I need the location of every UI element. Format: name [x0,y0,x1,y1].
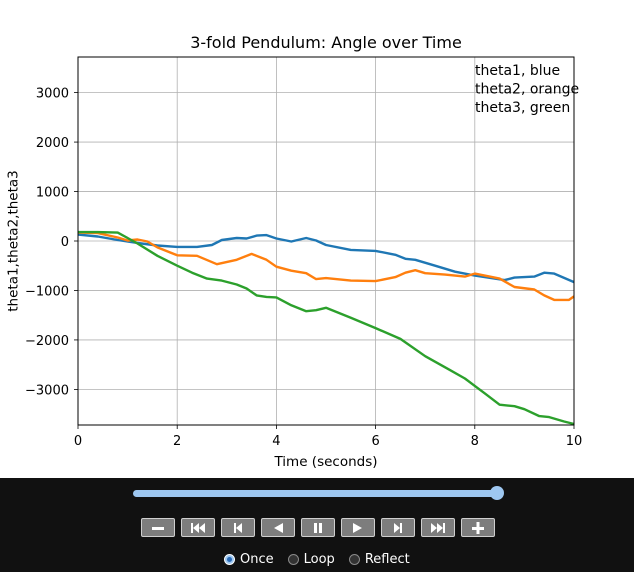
step-forward-icon [394,522,402,533]
pause-icon [314,522,322,533]
minus-icon [152,526,164,530]
legend-entry-theta1: theta1, blue [475,63,560,79]
skip-to-start-icon [191,522,205,533]
legend-entry-theta2: theta2, orange [475,82,579,98]
increase-speed-button[interactable] [461,518,495,537]
play-reverse-button[interactable] [261,518,295,537]
x-axis-label: Time (seconds) [273,454,377,470]
x-tick-label: 2 [173,434,181,449]
step-back-button[interactable] [221,518,255,537]
radio-reflect[interactable] [348,553,360,565]
x-tick-label: 0 [74,434,82,449]
step-forward-button[interactable] [381,518,415,537]
y-tick-label: 2000 [36,136,69,151]
y-tick-label: 3000 [36,87,69,102]
y-axis-label: theta1,theta2,theta3 [6,170,22,312]
legend-entry-theta3: theta3, green [475,100,570,116]
mode-loop-label: Loop [303,551,335,567]
y-tick-label: 0 [61,235,69,250]
mode-once[interactable]: Once [224,552,274,567]
skip-to-end-button[interactable] [421,518,455,537]
line-chart: 0 2 4 6 8 10 −3000 −2000 −1000 0 1000 2000 3000 3-fo… [5,33,583,470]
chart-figure: 0 2 4 6 8 10 −3000 −2000 −1000 0 1000 2000 3000 3-fo… [5,33,583,470]
loop-mode-selector: Once Loop Reflect [224,551,424,567]
play-icon [353,522,362,533]
y-tick-label: −3000 [25,383,69,398]
chart-title: 3-fold Pendulum: Angle over Time [190,33,462,52]
theta3-line [78,230,575,426]
mode-reflect-label: Reflect [364,551,410,567]
x-tick-label: 6 [371,434,379,449]
y-tick-label: −2000 [25,334,69,349]
mode-loop[interactable]: Loop [287,551,335,567]
x-tick-label: 10 [566,434,583,449]
skip-to-end-icon [431,522,445,533]
legend: theta1, blue theta2, orange theta3, gree… [475,63,579,116]
skip-to-start-button[interactable] [181,518,215,537]
x-tick-label: 8 [471,434,479,449]
decrease-speed-button[interactable] [141,518,175,537]
y-tick-label: 1000 [36,186,69,201]
mode-reflect[interactable]: Reflect [348,551,410,567]
play-reverse-icon [274,522,283,533]
radio-loop[interactable] [287,553,299,565]
pause-button[interactable] [301,518,335,537]
step-back-icon [234,522,242,533]
theta2-line [77,231,575,302]
radio-once[interactable] [224,553,235,565]
mode-once-label: Once [240,551,274,567]
frame-slider-track[interactable] [133,490,497,497]
play-forward-button[interactable] [341,518,375,537]
x-tick-label: 4 [272,434,280,449]
plus-icon [472,521,484,534]
y-tick-label: −1000 [25,284,69,299]
frame-slider-handle[interactable] [490,486,504,500]
